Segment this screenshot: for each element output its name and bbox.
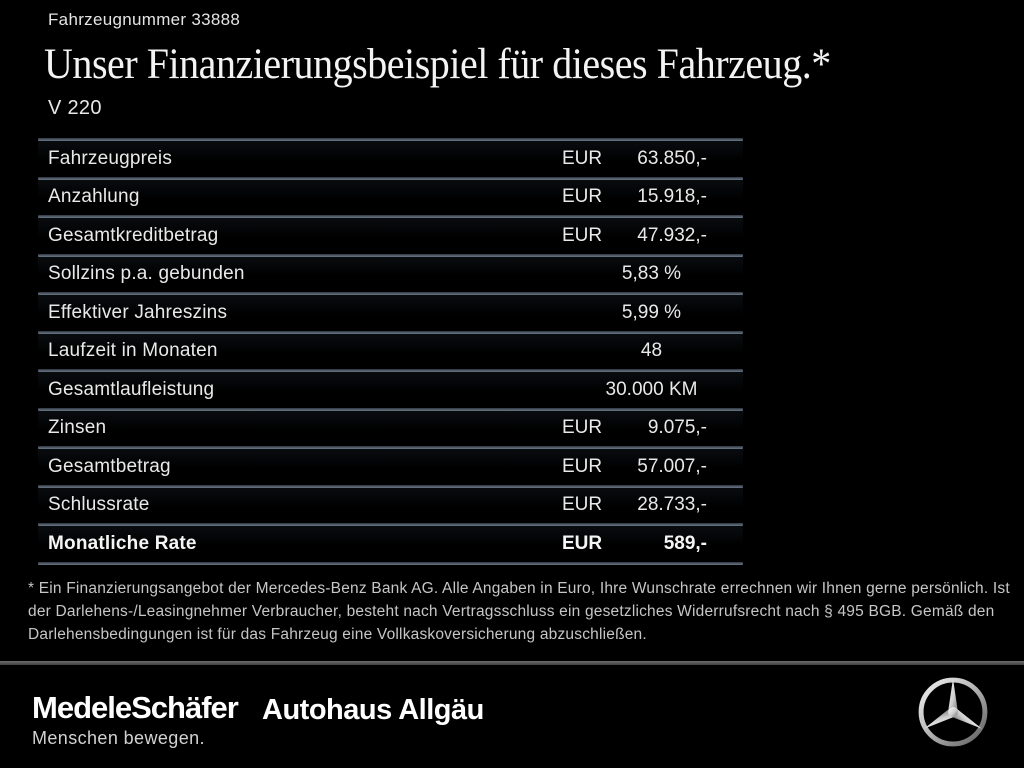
row-label: Anzahlung [48, 186, 140, 208]
finance-row: Gesamtlaufleistung 30.000 KM [38, 372, 743, 408]
row-currency: EUR [562, 494, 603, 516]
row-value-cell: 30.000 KM [560, 379, 743, 401]
dealer-logo-autohaus-allgaeu: Autohaus Allgäu [262, 694, 484, 726]
row-value-cell: EUR 57.007,- [560, 456, 743, 478]
row-divider [38, 523, 743, 526]
finance-row: Fahrzeugpreis EUR 63.850,- [38, 141, 743, 177]
row-value: 5,83 % [621, 263, 682, 285]
finance-row: Sollzins p.a. gebunden 5,83 % [38, 256, 743, 292]
row-divider [38, 446, 743, 449]
dealer-logo-medeleschaefer: MedeleSchäfer [32, 690, 239, 725]
row-label: Schlussrate [48, 494, 150, 516]
row-currency: EUR [562, 417, 603, 439]
row-currency: EUR [562, 532, 603, 554]
row-label: Gesamtbetrag [48, 455, 171, 477]
row-divider [38, 253, 743, 257]
row-currency: EUR [562, 224, 603, 246]
row-divider [38, 176, 743, 180]
row-currency: EUR [562, 147, 603, 169]
row-value-cell: EUR 47.932,- [560, 225, 743, 247]
row-value: 28.733,- [637, 494, 707, 516]
row-value-cell: EUR 9.075,- [560, 417, 743, 439]
row-value: 5,99 % [621, 301, 682, 323]
mercedes-star-icon [915, 674, 991, 750]
row-value-cell: EUR 589,- [560, 533, 743, 555]
finance-row: Anzahlung EUR 15.918,- [38, 179, 743, 215]
row-label: Laufzeit in Monaten [48, 340, 218, 362]
finance-row: Monatliche Rate EUR 589,- [38, 526, 743, 562]
footer-divider [0, 661, 1024, 665]
row-divider [38, 407, 743, 411]
dealer-tagline: Menschen bewegen. [32, 728, 205, 748]
row-value: 47.932,- [637, 224, 707, 246]
row-divider [38, 292, 743, 295]
row-divider [38, 369, 743, 372]
row-value: 48 [640, 340, 663, 362]
row-label: Monatliche Rate [48, 532, 197, 554]
row-label: Gesamtlaufleistung [48, 378, 215, 400]
row-label: Sollzins p.a. gebunden [48, 263, 245, 285]
finance-table: Fahrzeugpreis EUR 63.850,- Anzahlung EUR 15.9… [38, 138, 743, 565]
row-currency: EUR [562, 455, 603, 477]
row-label: Fahrzeugpreis [48, 147, 173, 169]
row-label: Zinsen [48, 417, 107, 439]
row-divider [38, 561, 743, 565]
row-divider [38, 330, 743, 334]
vehicle-number: Fahrzeugnummer 33888 [48, 10, 241, 29]
row-label: Effektiver Jahreszins [48, 301, 228, 323]
disclaimer-text: * Ein Finanzierungsangebot der Mercedes-… [28, 580, 1010, 643]
finance-row: Schlussrate EUR 28.733,- [38, 487, 743, 523]
row-value-cell: 48 [560, 340, 743, 362]
row-value-cell: EUR 63.850,- [560, 148, 743, 170]
row-value-cell: EUR 15.918,- [560, 186, 743, 208]
vehicle-model: V 220 [48, 97, 102, 119]
row-value-cell: 5,99 % [560, 302, 743, 324]
row-value-cell: 5,83 % [560, 263, 743, 285]
row-currency: EUR [562, 186, 603, 208]
row-value: 57.007,- [637, 455, 707, 477]
row-value: 63.850,- [637, 147, 707, 169]
row-divider [38, 138, 743, 141]
row-divider [38, 484, 743, 488]
finance-row: Effektiver Jahreszins 5,99 % [38, 295, 743, 331]
row-value: 15.918,- [637, 186, 707, 208]
finance-row: Zinsen EUR 9.075,- [38, 410, 743, 446]
row-value-cell: EUR 28.733,- [560, 494, 743, 516]
row-divider [38, 215, 743, 218]
row-value: 30.000 KM [605, 378, 698, 400]
row-label: Gesamtkreditbetrag [48, 224, 219, 246]
page-title: Unser Finanzierungsbeispiel für dieses F… [44, 41, 831, 88]
finance-row: Laufzeit in Monaten 48 [38, 333, 743, 369]
finance-row: Gesamtbetrag EUR 57.007,- [38, 449, 743, 485]
finance-row: Gesamtkreditbetrag EUR 47.932,- [38, 218, 743, 254]
row-value: 9.075,- [647, 417, 707, 439]
row-value: 589,- [663, 532, 707, 554]
